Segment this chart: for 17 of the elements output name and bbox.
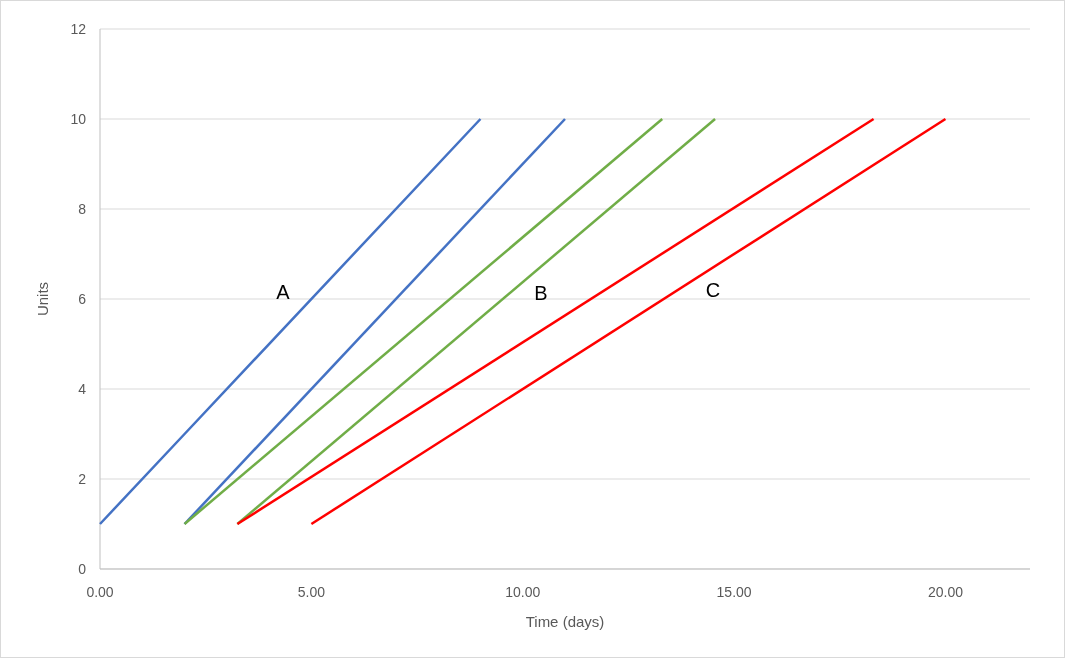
y-tick-label: 10 (70, 110, 87, 127)
x-tick-label: 0.00 (86, 584, 114, 600)
x-axis-title: Time (days) (525, 613, 605, 630)
y-tick-label: 4 (78, 380, 87, 397)
y-tick-label: 12 (70, 20, 87, 37)
annotation: C (705, 279, 721, 301)
y-tick-label: 8 (78, 200, 87, 217)
y-tick-label: 2 (78, 470, 87, 487)
y-axis-title: Units (34, 281, 51, 317)
x-tick-label: 20.00 (927, 584, 964, 600)
x-tick-label: 10.00 (505, 584, 541, 600)
annotation: A (276, 281, 291, 303)
y-tick-label: 6 (78, 290, 87, 307)
x-tick-label: 5.00 (297, 584, 326, 600)
x-tick-label: 15.00 (716, 584, 752, 600)
annotation: B (534, 282, 548, 304)
y-tick-label: 0 (78, 560, 87, 577)
